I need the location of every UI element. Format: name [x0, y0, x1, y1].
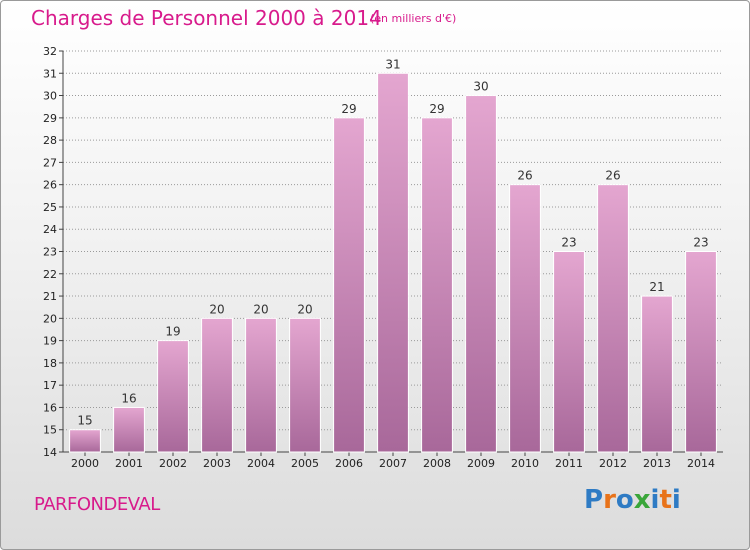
y-tick-label: 29 [43, 112, 57, 125]
data-label-2000: 15 [77, 414, 92, 428]
bar-2004 [245, 317, 277, 453]
data-label-2014: 23 [693, 236, 708, 250]
bar-2012 [597, 184, 629, 453]
data-label-2008: 29 [429, 102, 444, 116]
bar-2010 [509, 184, 541, 453]
commune-name: PARFONDEVAL [34, 494, 160, 515]
y-tick-label: 27 [43, 156, 57, 169]
bar-2009 [465, 95, 497, 453]
x-tick-label-2005: 2005 [291, 457, 319, 470]
bar-2014 [685, 251, 717, 453]
y-tick-label: 24 [43, 223, 57, 236]
data-label-2006: 29 [341, 102, 356, 116]
y-tick-label: 28 [43, 134, 57, 147]
bar-2003 [201, 317, 233, 453]
logo-letter: i [650, 485, 660, 515]
x-tick-label-2009: 2009 [467, 457, 495, 470]
y-tick-label: 23 [43, 246, 57, 259]
y-tick-label: 22 [43, 268, 57, 281]
y-tick-label: 32 [43, 45, 57, 58]
chart-title: Charges de Personnel 2000 à 2014 [31, 6, 382, 30]
y-tick-label: 21 [43, 290, 57, 303]
y-tick-label: 16 [43, 401, 57, 414]
data-label-2003: 20 [209, 302, 224, 316]
data-label-2005: 20 [297, 302, 312, 316]
y-tick-label: 18 [43, 357, 57, 370]
y-tick-label: 31 [43, 67, 57, 80]
proxiti-logo: Proxiti [584, 485, 681, 515]
logo-letter: t [659, 485, 672, 515]
x-tick-label-2000: 2000 [71, 457, 99, 470]
bar-2005 [289, 317, 321, 453]
chart-subtitle: (en milliers d'€) [370, 12, 457, 25]
y-tick-label: 17 [43, 379, 57, 392]
bar-2000 [69, 429, 101, 453]
data-label-2002: 19 [165, 325, 180, 339]
data-label-2007: 31 [385, 57, 400, 71]
bar-2011 [553, 251, 585, 453]
x-tick-label-2011: 2011 [555, 457, 583, 470]
x-tick-label-2013: 2013 [643, 457, 671, 470]
y-tick-label: 25 [43, 201, 57, 214]
bar-2007 [377, 72, 409, 453]
bar-2001 [113, 406, 145, 453]
data-label-2001: 16 [121, 391, 136, 405]
x-tick-label-2014: 2014 [687, 457, 715, 470]
data-label-2004: 20 [253, 302, 268, 316]
y-tick-label: 26 [43, 179, 57, 192]
x-tick-label-2006: 2006 [335, 457, 363, 470]
y-tick-label: 15 [43, 424, 57, 437]
logo-letter: o [615, 485, 634, 515]
data-labels: 15 16 19 20 20 20 29 31 29 30 26 23 26 21 23 [77, 57, 708, 427]
logo-letter: P [584, 485, 604, 515]
y-tick-label: 19 [43, 335, 57, 348]
bar-2008 [421, 117, 453, 453]
x-tick-label-2002: 2002 [159, 457, 187, 470]
y-tick-label: 20 [43, 312, 57, 325]
y-tick-label: 14 [43, 446, 57, 459]
x-tick-label-2003: 2003 [203, 457, 231, 470]
logo-letter: x [633, 485, 651, 515]
y-tick-label: 30 [43, 90, 57, 103]
x-tick-label-2008: 2008 [423, 457, 451, 470]
logo-letter: i [671, 485, 681, 515]
data-label-2011: 23 [561, 236, 576, 250]
x-tick-label-2010: 2010 [511, 457, 539, 470]
data-label-2012: 26 [605, 169, 620, 183]
bars [69, 72, 717, 453]
axes: 14 15 16 17 18 19 20 21 22 23 24 25 26 27 28 29 30 31 32 20… [43, 45, 723, 470]
bar-2013 [641, 295, 673, 453]
x-tick-label-2007: 2007 [379, 457, 407, 470]
bar-2006 [333, 117, 365, 453]
data-label-2010: 26 [517, 169, 532, 183]
data-label-2013: 21 [649, 280, 664, 294]
data-label-2009: 30 [473, 80, 488, 94]
x-tick-label-2001: 2001 [115, 457, 143, 470]
logo-letter: r [603, 485, 616, 515]
x-tick-label-2012: 2012 [599, 457, 627, 470]
bar-2002 [157, 340, 189, 453]
x-tick-label-2004: 2004 [247, 457, 275, 470]
